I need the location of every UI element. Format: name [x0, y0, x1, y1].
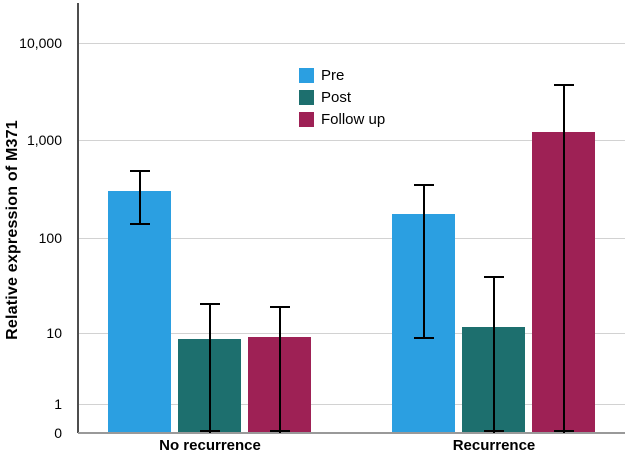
x-axis-line — [78, 432, 625, 434]
y-tick-label: 1,000 — [26, 132, 62, 148]
error-bar-post-recurrence-cap-top — [484, 276, 504, 278]
error-bar-pre-no-recurrence-cap-top — [130, 170, 150, 172]
error-bar-post-no-recurrence-cap-bottom — [200, 430, 220, 432]
x-category-label-recurrence: Recurrence — [452, 437, 536, 454]
error-bar-follow-up-recurrence-cap-bottom — [554, 430, 574, 432]
legend-swatch-post-icon — [299, 89, 314, 105]
error-bar-follow-up-recurrence-cap-top — [554, 84, 574, 86]
legend-item-follow-up: Follow up — [299, 108, 385, 130]
error-bar-post-no-recurrence-cap-top — [200, 303, 220, 305]
gridline — [78, 43, 625, 44]
gridline — [78, 238, 625, 239]
error-bar-follow-up-no-recurrence-cap-top — [270, 306, 290, 308]
legend-item-pre: Pre — [299, 64, 385, 86]
legend-label-pre: Pre — [321, 66, 345, 84]
error-bar-follow-up-no-recurrence-line — [279, 307, 281, 433]
error-bar-follow-up-no-recurrence-cap-bottom — [270, 430, 290, 432]
bar-pre-no-recurrence — [108, 191, 171, 433]
error-bar-post-recurrence-line — [493, 277, 495, 433]
gridline — [78, 404, 625, 405]
legend-label-follow-up: Follow up — [321, 110, 386, 128]
gridline — [78, 333, 625, 334]
error-bar-post-recurrence-cap-bottom — [484, 430, 504, 432]
y-tick-label: 100 — [38, 230, 62, 246]
x-category-label-no-recurrence: No recurrence — [159, 437, 261, 454]
error-bar-pre-recurrence-line — [423, 185, 425, 338]
error-bar-pre-recurrence-cap-bottom — [414, 337, 434, 339]
y-tick-label: 1 — [54, 396, 62, 412]
y-axis-line — [77, 3, 79, 433]
y-tick-label: 10 — [46, 325, 62, 341]
y-tick-label: 0 — [54, 425, 62, 441]
legend: Pre Post Follow up — [299, 64, 385, 130]
legend-swatch-pre-icon — [299, 67, 314, 83]
error-bar-pre-no-recurrence-cap-bottom — [130, 223, 150, 225]
error-bar-pre-no-recurrence-line — [139, 171, 141, 223]
error-bar-post-no-recurrence-line — [209, 304, 211, 433]
gridline — [78, 140, 625, 141]
y-tick-label: 10,000 — [19, 35, 62, 51]
legend-item-post: Post — [299, 86, 385, 108]
error-bar-pre-recurrence-cap-top — [414, 184, 434, 186]
legend-swatch-follow-up-icon — [299, 111, 314, 127]
error-bar-follow-up-recurrence-line — [563, 85, 565, 433]
legend-label-post: Post — [321, 88, 352, 106]
